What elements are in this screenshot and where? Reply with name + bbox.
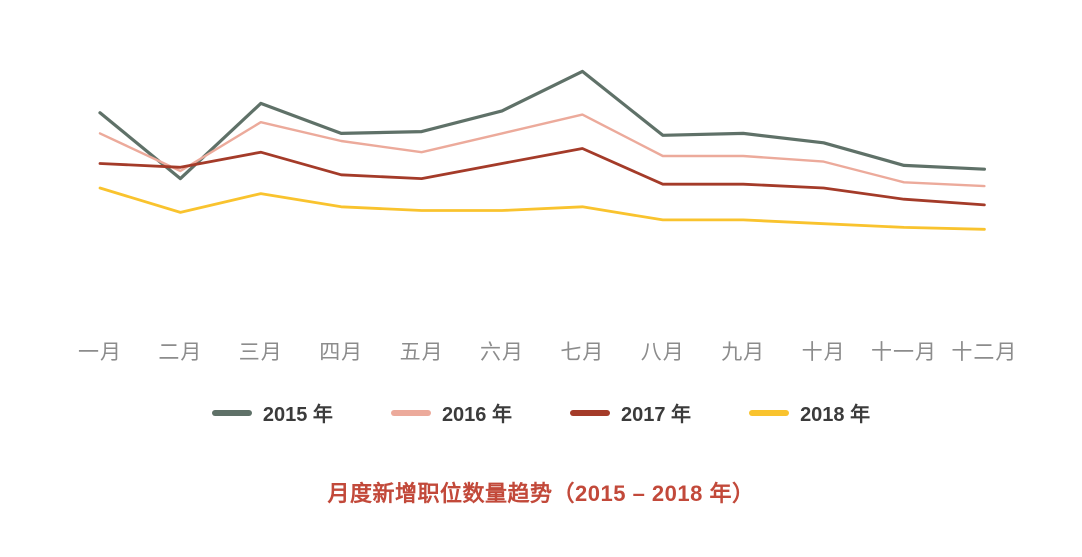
legend-item: 2018 年 — [749, 398, 870, 427]
legend-label: 2015 年 — [262, 404, 333, 426]
legend-label: 2017 年 — [621, 404, 692, 426]
x-axis-label: 二月 — [158, 341, 203, 364]
x-axis-label: 四月 — [319, 341, 364, 364]
chart-title: 月度新增职位数量趋势（2015 – 2018 年） — [327, 481, 755, 506]
series-line-2015年 — [98, 69, 987, 181]
legend-label: 2018 年 — [800, 404, 871, 426]
x-axis-label: 十二月 — [951, 341, 1018, 364]
legend-swatch-icon — [211, 409, 252, 416]
x-axis-label: 三月 — [238, 341, 283, 364]
x-axis-label: 十一月 — [871, 341, 937, 364]
legend-label: 2016 年 — [441, 404, 512, 426]
series-line-2016年 — [98, 113, 986, 188]
legend-swatch-icon — [749, 409, 790, 416]
x-axis-label: 十月 — [801, 341, 846, 364]
x-axis-label: 一月 — [78, 341, 122, 364]
x-axis-label: 六月 — [480, 341, 524, 364]
x-axis-label: 七月 — [560, 341, 605, 364]
legend-swatch-icon — [570, 409, 610, 416]
series-line-2017年 — [98, 147, 986, 207]
legend-item: 2015 年 — [211, 398, 333, 427]
x-axis-label: 五月 — [399, 341, 444, 364]
legend-item: 2016 年 — [390, 398, 512, 427]
legend: 2015 年 2016 年 2017 年 2018 年 — [0, 398, 1082, 427]
line-plot — [98, 69, 987, 231]
legend-item: 2017 年 — [570, 398, 691, 427]
legend-swatch-icon — [390, 409, 431, 416]
x-axis-label: 八月 — [640, 341, 685, 364]
series-line-2018年 — [98, 186, 986, 231]
x-axis-label: 九月 — [721, 341, 766, 364]
